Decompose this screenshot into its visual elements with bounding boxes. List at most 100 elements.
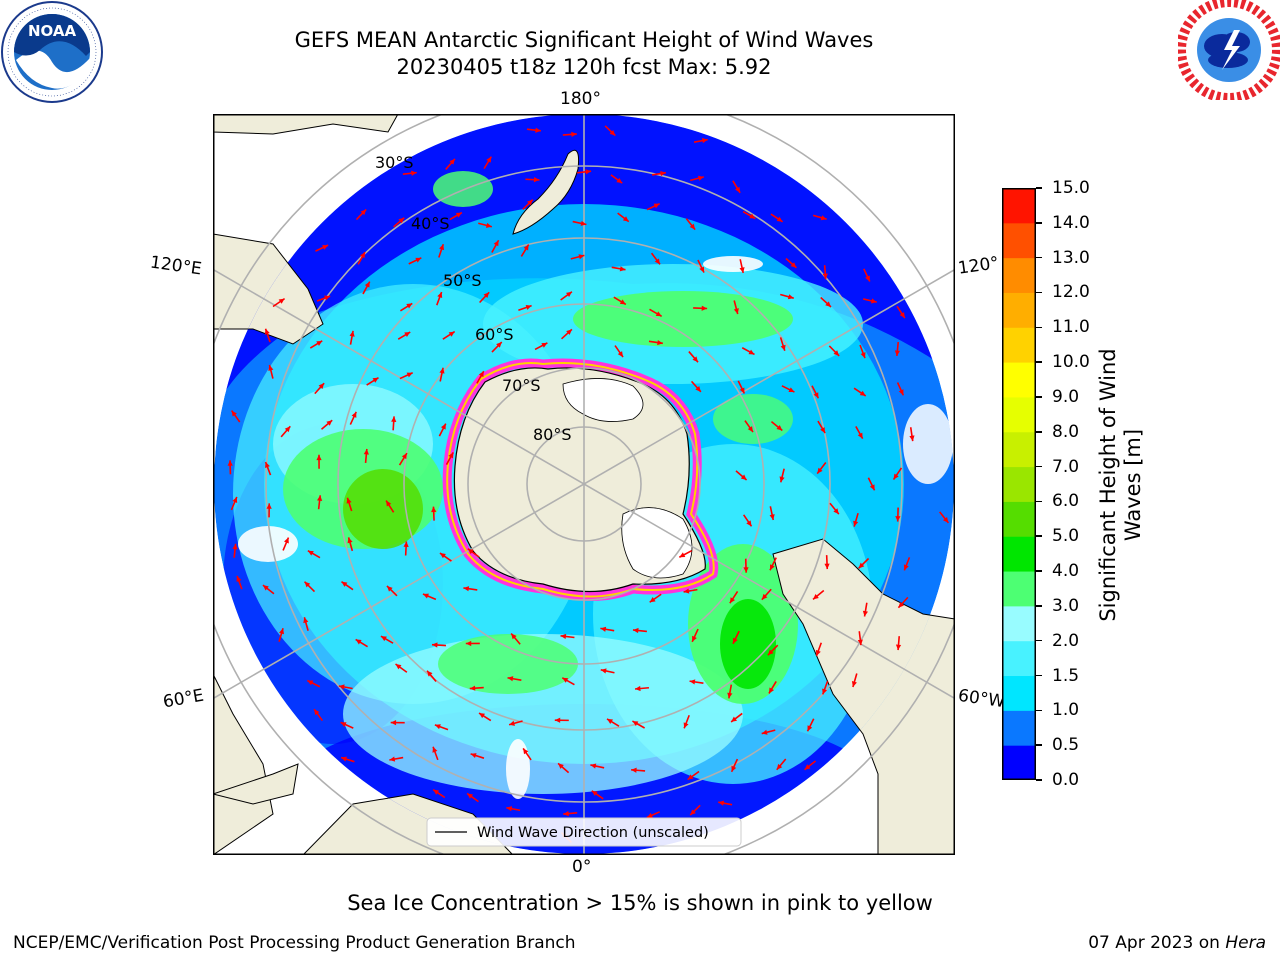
- wave-arrow: [266, 503, 272, 518]
- graticule: [213, 114, 955, 855]
- wave-arrow: [479, 291, 490, 304]
- wave-arrow: [264, 461, 272, 476]
- wave-arrow: [340, 756, 355, 763]
- wave-arrow: [895, 507, 901, 522]
- wave-arrow: [767, 644, 779, 656]
- wave-arrow: [366, 376, 379, 386]
- wave-arrow: [894, 341, 900, 357]
- wave-arrow: [737, 380, 746, 394]
- wave-arrow: [347, 537, 354, 552]
- wave-arrow: [770, 420, 783, 432]
- wave-arrow: [431, 506, 437, 521]
- wave-arrow: [317, 495, 323, 510]
- wave-arrow: [769, 506, 775, 521]
- wave-arrow: [761, 588, 772, 601]
- wave-arrow: [896, 382, 905, 396]
- wave-arrow: [817, 420, 826, 434]
- wave-arrow: [268, 364, 274, 379]
- colorbar-tick-mark: [1036, 779, 1042, 781]
- wave-arrow: [408, 257, 422, 265]
- noaa-logo: NOAA: [1, 1, 103, 103]
- colorbar-tick-label: 1.0: [1052, 700, 1080, 721]
- lon-label-120e: 120°E: [148, 252, 203, 280]
- wave-arrow: [646, 811, 661, 819]
- wave-arrow: [306, 679, 321, 688]
- wave-arrow: [606, 718, 620, 727]
- colorbar-tick-label: 11.0: [1052, 317, 1090, 338]
- wave-arrow: [389, 756, 404, 762]
- wave-arrow: [280, 425, 291, 438]
- wave-arrow: [508, 720, 523, 726]
- wave-arrow: [522, 199, 534, 211]
- lon-label-0: 0°: [572, 857, 592, 877]
- wave-arrow: [432, 789, 446, 799]
- lat-label-40s: 40°S: [411, 214, 450, 233]
- wave-arrow: [491, 341, 503, 353]
- wave-arrow: [403, 541, 409, 556]
- colorbar-tick-label: 1.5: [1052, 665, 1080, 686]
- colorbar-tick-label: 8.0: [1052, 421, 1080, 442]
- wave-arrow: [690, 175, 705, 182]
- wave-arrow: [309, 340, 323, 349]
- wave-arrow: [463, 586, 478, 592]
- wave-arrow: [426, 670, 437, 682]
- lon-label-60w: 60°W: [956, 685, 1007, 713]
- colorbar-tick-mark: [1036, 326, 1042, 329]
- colorbar-tick-mark: [1036, 570, 1042, 572]
- colorbar-tick-label: 14.0: [1052, 212, 1090, 233]
- wave-arrow: [741, 347, 755, 356]
- wave-arrow: [816, 462, 827, 475]
- lon-label-60e: 60°E: [161, 685, 206, 713]
- lat-label-30s: 30°S: [375, 153, 414, 172]
- wave-arrow: [431, 642, 447, 648]
- wave-arrow: [483, 156, 492, 170]
- wave-arrow: [469, 685, 484, 691]
- wave-arrow: [632, 720, 646, 729]
- wave-arrow: [346, 497, 353, 512]
- wave-arrow: [853, 512, 859, 527]
- wave-arrow: [534, 342, 548, 351]
- wave-arrow: [858, 557, 870, 569]
- colorbar-swatch: [1002, 188, 1036, 224]
- wave-arrow: [729, 591, 739, 604]
- wave-arrow: [230, 496, 238, 511]
- colorbar-tick-mark: [1036, 222, 1042, 224]
- wave-arrow: [227, 460, 233, 475]
- wave-arrow: [727, 684, 733, 699]
- wave-arrow: [600, 626, 615, 632]
- wave-arrow: [562, 131, 577, 137]
- wave-arrow: [604, 125, 616, 137]
- wave-arrow: [691, 628, 699, 643]
- wave-arrow: [491, 239, 500, 253]
- wave-arrow: [278, 628, 285, 642]
- colorbar-tick-label: 10.0: [1052, 352, 1090, 373]
- wave-arrow: [390, 720, 405, 726]
- wave-arrow: [862, 602, 869, 617]
- wave-arrow: [560, 291, 573, 301]
- wave-arrow: [853, 387, 867, 397]
- wave-arrow: [525, 177, 540, 183]
- wave-arrow: [892, 467, 903, 480]
- wave-arrow: [316, 295, 331, 302]
- wave-arrow: [851, 673, 858, 688]
- wave-arrow: [779, 337, 786, 351]
- wave-arrow: [742, 514, 753, 527]
- wave-arrow: [631, 767, 646, 773]
- footer-date-text: 07 Apr 2023 on: [1088, 933, 1220, 953]
- wave-arrow: [590, 763, 605, 769]
- colorbar-tick-label: 6.0: [1052, 491, 1080, 512]
- wave-arrow: [432, 746, 439, 761]
- wave-arrow: [572, 220, 587, 226]
- wave-arrow: [732, 180, 741, 194]
- wave-arrow: [897, 596, 909, 609]
- colorbar-swatch: [1002, 745, 1036, 780]
- colorbar-tick-label: 0.5: [1052, 735, 1080, 756]
- lat-label-70s: 70°S: [502, 376, 541, 395]
- colorbar-swatch: [1002, 431, 1036, 468]
- wave-arrow: [867, 477, 876, 491]
- wave-arrow: [355, 638, 369, 648]
- wave-arrow: [399, 302, 413, 312]
- wave-arrow: [683, 588, 698, 594]
- wave-arrow: [650, 252, 661, 265]
- wave-arrow: [732, 630, 740, 645]
